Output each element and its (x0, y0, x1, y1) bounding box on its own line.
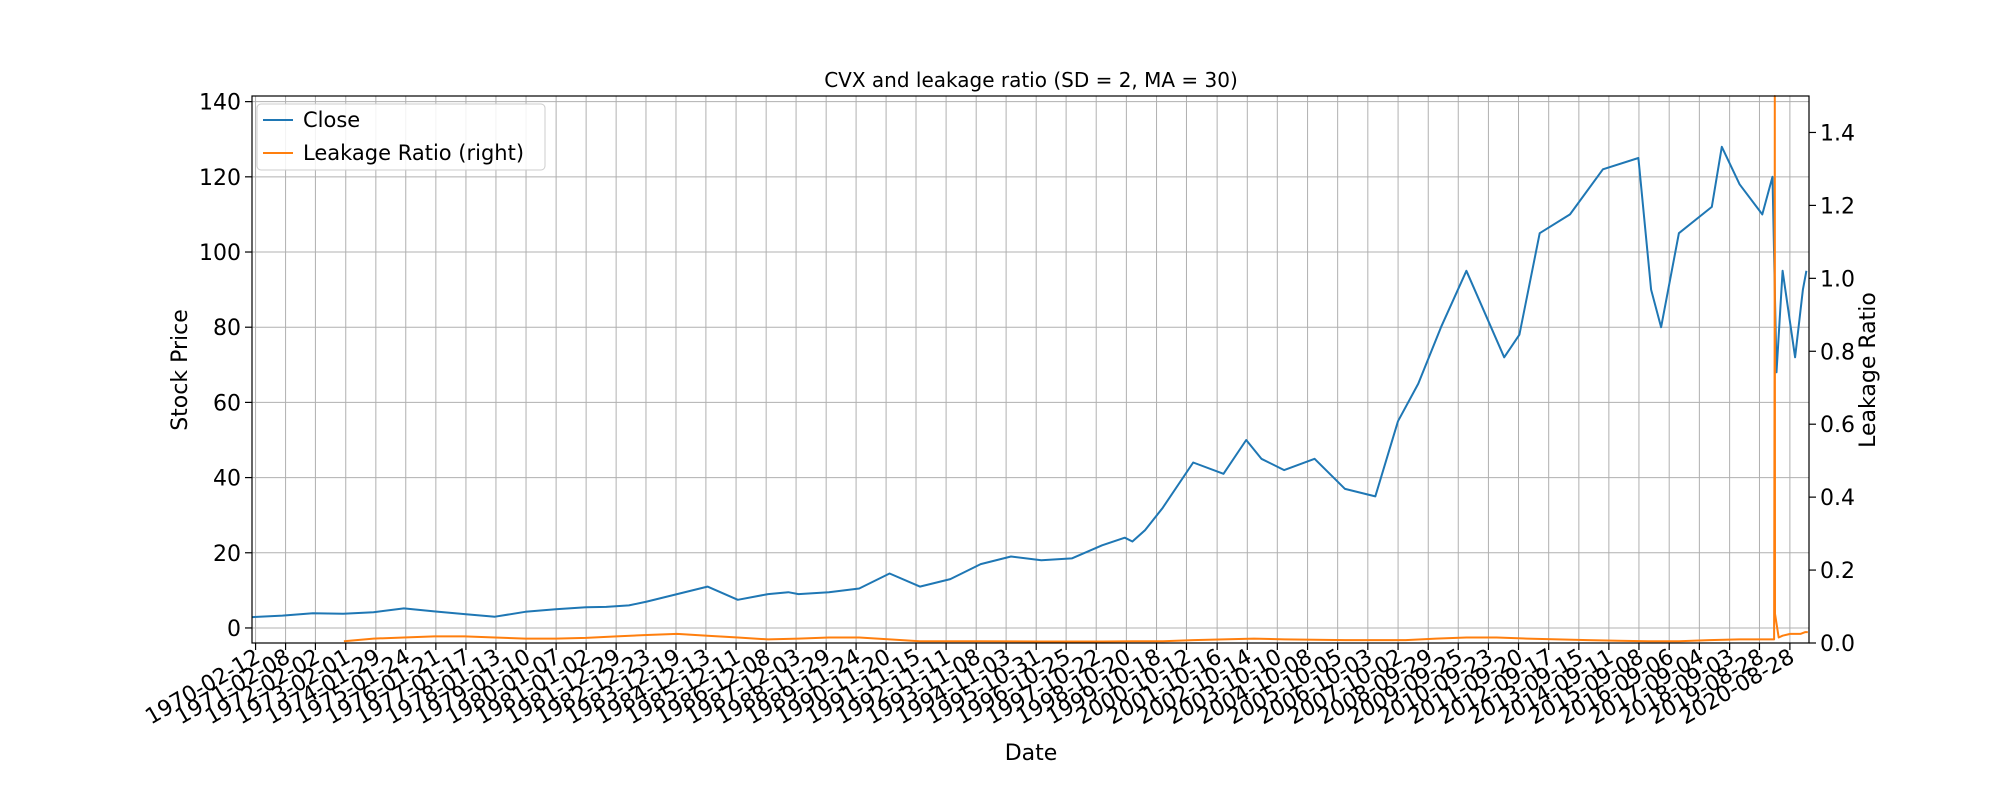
y-tick-label: 0 (227, 617, 241, 642)
legend-label-leakage-ratio: Leakage Ratio (right) (303, 141, 524, 165)
y-tick-label: 100 (199, 241, 241, 266)
y2-tick-label: 0.8 (1820, 340, 1855, 365)
legend: Close Leakage Ratio (right) (256, 103, 546, 171)
grid-lines (252, 96, 1809, 643)
y2-tick-label: 1.4 (1820, 121, 1855, 146)
right-y-axis: 0.0 0.2 0.4 0.6 0.8 1.0 1.2 1.4 (1809, 121, 1855, 657)
y-tick-label: 140 (199, 91, 241, 116)
y2-tick-label: 0.4 (1820, 486, 1855, 511)
legend-box (256, 103, 546, 171)
y2-axis-label: Leakage Ratio (1856, 292, 1881, 448)
y2-tick-label: 0.6 (1820, 413, 1855, 438)
y2-tick-label: 0.2 (1820, 559, 1855, 584)
y-tick-label: 120 (199, 166, 241, 191)
series-layer (252, 95, 1808, 643)
y-tick-label: 40 (213, 467, 241, 492)
left-y-axis: 0 20 40 60 80 100 120 140 (199, 91, 252, 642)
y2-tick-label: 1.2 (1820, 194, 1855, 219)
y-tick-label: 80 (213, 316, 241, 341)
chart-title: CVX and leakage ratio (SD = 2, MA = 30) (824, 68, 1238, 92)
x-axis: 1970-02-121971-02-081972-02-021973-02-01… (141, 643, 1799, 730)
y2-tick-label: 1.0 (1820, 267, 1855, 292)
y-axis-label: Stock Price (168, 309, 193, 431)
series-line-leakage-ratio (343, 95, 1808, 643)
plot-frame (251, 95, 1810, 644)
y2-tick-label: 0.0 (1820, 632, 1855, 657)
y-tick-label: 60 (213, 391, 241, 416)
y-tick-label: 20 (213, 542, 241, 567)
legend-label-close: Close (303, 108, 360, 132)
x-axis-label: Date (1005, 741, 1058, 766)
series-line-close (252, 145, 1808, 619)
